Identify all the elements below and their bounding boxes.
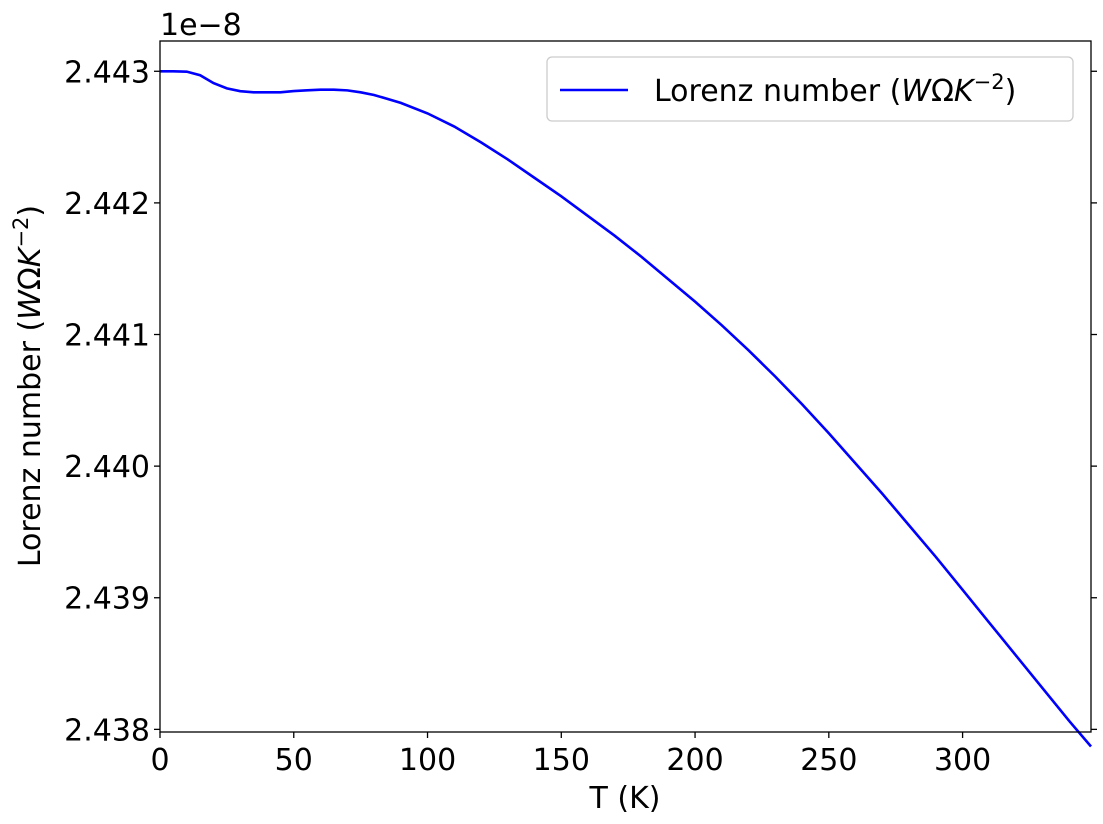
x-axis-label: T (K) bbox=[589, 781, 661, 816]
y-tick-label: 2.440 bbox=[64, 450, 150, 485]
legend-label-exponent: −2 bbox=[974, 70, 1005, 94]
x-tick-label: 50 bbox=[275, 743, 313, 778]
legend-label-prefix: Lorenz number ( bbox=[654, 74, 901, 109]
x-tick-label: 300 bbox=[934, 743, 991, 778]
legend-label-unit-w: W bbox=[901, 74, 932, 109]
y-axis-ticks: 2.438 2.439 2.440 2.441 2.442 2.443 bbox=[64, 55, 1097, 748]
x-axis-ticks: 0 50 100 150 200 250 300 bbox=[150, 732, 991, 778]
x-tick-label: 0 bbox=[150, 743, 169, 778]
y-axis-label-unit-omega: Ω bbox=[13, 267, 48, 290]
legend-label-suffix: ) bbox=[1005, 74, 1017, 109]
y-axis-label-exponent: −2 bbox=[9, 217, 33, 248]
series-line-lorenz-number bbox=[160, 69, 1092, 748]
x-tick-label: 100 bbox=[399, 743, 456, 778]
x-tick-label: 250 bbox=[800, 743, 857, 778]
y-tick-label: 2.441 bbox=[64, 319, 150, 354]
legend-box bbox=[546, 56, 1074, 122]
x-tick-label: 200 bbox=[666, 743, 723, 778]
plot-frame bbox=[159, 40, 1092, 733]
y-axis-label-unit-k: K bbox=[13, 245, 48, 267]
y-tick-label: 2.438 bbox=[64, 713, 150, 748]
y-axis-label-suffix: ) bbox=[13, 205, 48, 217]
x-tick-label: 150 bbox=[533, 743, 590, 778]
legend: Lorenz number (WΩK−2) bbox=[546, 56, 1074, 122]
legend-label-unit-omega: Ω bbox=[931, 74, 954, 109]
y-tick-label: 2.439 bbox=[64, 582, 150, 617]
legend-label-unit-k: K bbox=[954, 74, 976, 109]
y-axis-label-unit-w: W bbox=[13, 289, 48, 320]
y-tick-label: 2.443 bbox=[64, 55, 150, 90]
plot-area bbox=[160, 41, 1091, 732]
y-tick-label: 2.442 bbox=[64, 187, 150, 222]
legend-label: Lorenz number (WΩK−2) bbox=[654, 70, 1016, 109]
y-axis-label-prefix: Lorenz number ( bbox=[13, 320, 48, 567]
y-offset-label: 1e−8 bbox=[160, 8, 242, 43]
y-axis-label: Lorenz number (WΩK−2) bbox=[9, 205, 48, 567]
